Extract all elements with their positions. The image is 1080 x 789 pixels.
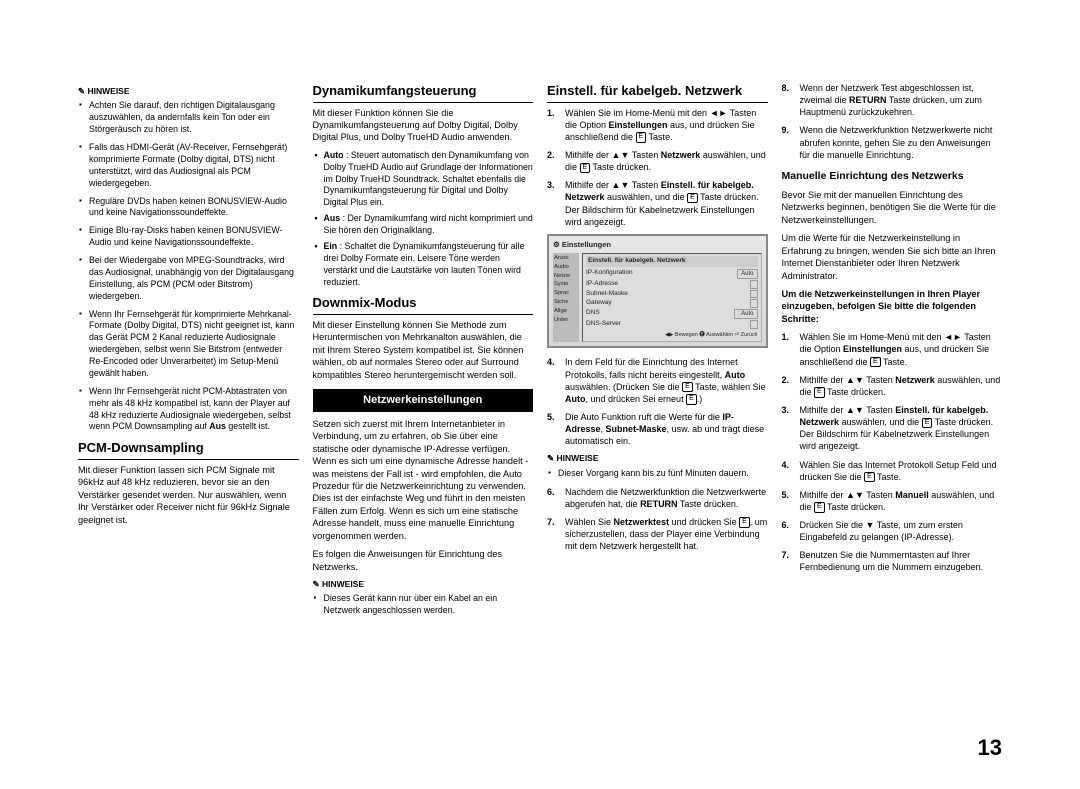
list-item: Dieses Gerät kann nur über ein Kabel an … [313,593,534,617]
list-item: Benutzen Sie die Nummerntasten auf Ihrer… [782,549,1003,573]
list-item: Mithilfe der ▲▼ Tasten Einstell. für kab… [547,179,768,228]
hinweise-header: HINWEISE [313,579,534,590]
list-item: Reguläre DVDs haben keinen BONUSVIEW-Aud… [78,196,299,220]
step-list: Wählen Sie im Home-Menü mit den ◄► Taste… [547,107,768,228]
heading-manuelle-einrichtung: Manuelle Einrichtung des Netzwerks [782,169,1003,183]
list-item: Wählen Sie im Home-Menü mit den ◄► Taste… [782,331,1003,367]
heading-pcm-downsampling: PCM-Downsampling [78,439,299,460]
step-list: Wenn der Netzwerk Test abgeschlossen ist… [782,82,1003,161]
list-item: Mithilfe der ▲▼ Tasten Einstell. für kab… [782,404,1003,453]
heading-dynamikumfang: Dynamikumfangsteuerung [313,82,534,103]
list-item: Einige Blu-ray-Disks haben keinen BONUSV… [78,225,299,249]
body-text: Mit dieser Funktion lassen sich PCM Sign… [78,464,299,526]
panel-main: Einstell. für kabelgeb. Netzwerk IP-Konf… [582,253,762,342]
heading-kabelgeb-netzwerk: Einstell. für kabelgeb. Netzwerk [547,82,768,103]
hinweise-list: Dieser Vorgang kann bis zu fünf Minuten … [547,468,768,480]
list-item: Drücken Sie die ▼ Taste, um zum ersten E… [782,519,1003,543]
page-number: 13 [978,735,1002,761]
list-item: Nachdem die Netzwerkfunktion die Netzwer… [547,486,768,510]
hinweise-list: Achten Sie darauf, den richtigen Digital… [78,100,299,433]
list-item: Wählen Sie das Internet Protokoll Setup … [782,459,1003,483]
column-3: Einstell. für kabelgeb. Netzwerk Wählen … [547,82,768,623]
body-text: Es folgen die Anweisungen für Einrichtun… [313,548,534,573]
step-list: In dem Feld für die Einrichtung des Inte… [547,356,768,447]
step-list: Wählen Sie im Home-Menü mit den ◄► Taste… [782,331,1003,573]
column-4: Wenn der Netzwerk Test abgeschlossen ist… [782,82,1003,623]
list-item: Wenn die Netzwerkfunktion Netzwerkwerte … [782,124,1003,160]
list-item: Mithilfe der ▲▼ Tasten Netzwerk auswähle… [547,149,768,173]
list-item: Dieser Vorgang kann bis zu fünf Minuten … [547,468,768,480]
list-item: Bei der Wiedergabe von MPEG-Soundtracks,… [78,255,299,303]
list-item: Mithilfe der ▲▼ Tasten Manuell auswählen… [782,489,1003,513]
hinweise-header: HINWEISE [547,453,768,464]
page: HINWEISE Achten Sie darauf, den richtige… [0,0,1080,673]
column-2: Dynamikumfangsteuerung Mit dieser Funkti… [313,82,534,623]
body-text: Bevor Sie mit der manuellen Einrichtung … [782,189,1003,226]
body-text: Mit dieser Funktion können Sie die Dynam… [313,107,534,144]
list-item: Wenn Ihr Fernsehgerät nicht PCM-Abtastra… [78,386,299,434]
list-item: Aus : Der Dynamikumfang wird nicht kompr… [313,213,534,237]
heading-downmix: Downmix-Modus [313,294,534,315]
panel-title: Einstellungen [553,240,762,250]
list-item: Mithilfe der ▲▼ Tasten Netzwerk auswähle… [782,374,1003,398]
settings-panel: Einstellungen AnzeiAudio NetzwSyste Spra… [547,234,768,349]
column-1: HINWEISE Achten Sie darauf, den richtige… [78,82,299,623]
hinweise-list: Dieses Gerät kann nur über ein Kabel an … [313,593,534,617]
list-item: Achten Sie darauf, den richtigen Digital… [78,100,299,136]
body-text: Setzen sich zuerst mit Ihrem Internetanb… [313,418,534,542]
body-text: Um die Werte für die Netzwerkeinstellung… [782,232,1003,282]
list-item: Wählen Sie Netzwerktest und drücken Sie … [547,516,768,552]
step-list: Nachdem die Netzwerkfunktion die Netzwer… [547,486,768,553]
panel-sidebar: AnzeiAudio NetzwSyste SpracSiche AllgeUn… [553,253,579,342]
list-item: Die Auto Funktion ruft die Werte für die… [547,411,768,447]
list-item: In dem Feld für die Einrichtung des Inte… [547,356,768,405]
list-item: Ein : Schaltet die Dynamikumfangsteuerun… [313,241,534,289]
list-item: Wenn Ihr Fernsehgerät für komprimierte M… [78,309,299,380]
option-list: Auto : Steuert automatisch den Dynamikum… [313,150,534,289]
list-item: Auto : Steuert automatisch den Dynamikum… [313,150,534,209]
section-banner-netzwerk: Netzwerkeinstellungen [313,389,534,412]
body-text-bold: Um die Netzwerkeinstellungen in Ihren Pl… [782,288,1003,325]
hinweise-header: HINWEISE [78,86,299,97]
list-item: Falls das HDMI-Gerät (AV-Receiver, Ferns… [78,142,299,190]
body-text: Mit dieser Einstellung können Sie Method… [313,319,534,381]
list-item: Wählen Sie im Home-Menü mit den ◄► Taste… [547,107,768,143]
list-item: Wenn der Netzwerk Test abgeschlossen ist… [782,82,1003,118]
